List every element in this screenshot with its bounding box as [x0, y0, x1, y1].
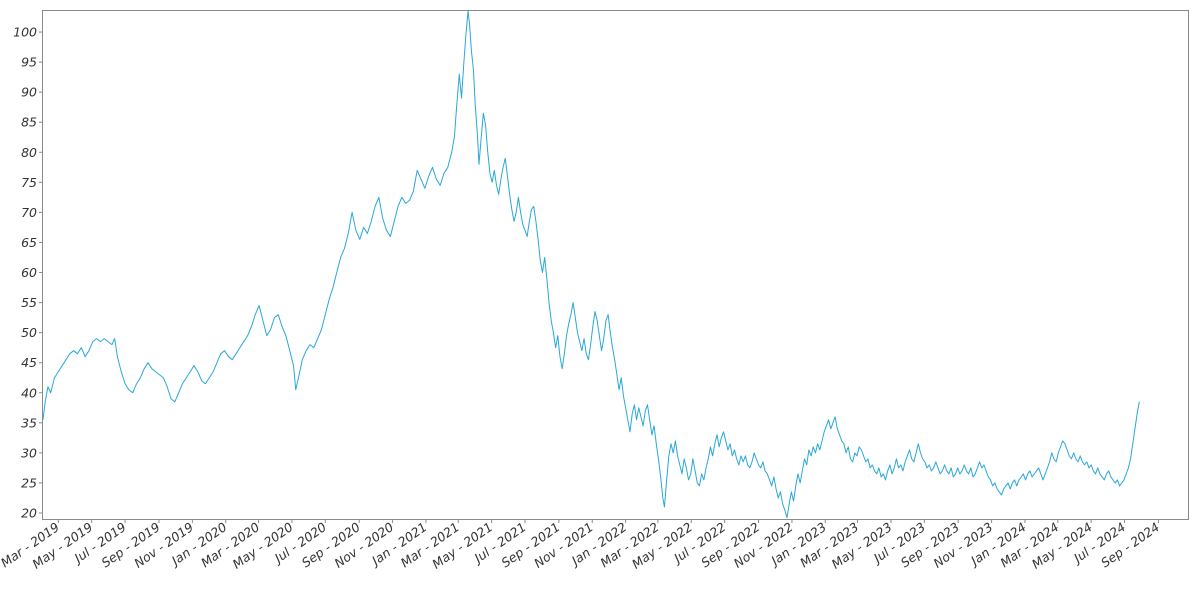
y-tick-label: 100 [13, 25, 37, 40]
y-tick-label: 75 [21, 175, 37, 190]
y-tick-label: 40 [21, 385, 37, 400]
y-tick-label: 50 [21, 325, 37, 340]
y-tick-label: 80 [21, 145, 37, 160]
y-tick-label: 85 [21, 115, 37, 130]
y-tick-label: 60 [21, 265, 37, 280]
y-tick-label: 20 [21, 505, 37, 520]
y-tick-label: 90 [21, 85, 37, 100]
y-tick-label: 30 [21, 445, 37, 460]
y-axis: 20 25 30 35 40 45 50 55 60 65 70 75 80 85 90 95 100 [13, 25, 43, 520]
y-tick-label: 70 [21, 205, 37, 220]
y-tick-label: 95 [21, 55, 37, 70]
plot-frame [42, 10, 1189, 520]
series-line [42, 10, 1140, 519]
y-tick-label: 45 [21, 355, 37, 370]
y-tick-label: 25 [21, 475, 37, 490]
y-tick-label: 65 [21, 235, 37, 250]
y-tick-label: 55 [21, 295, 37, 310]
y-tick-label: 35 [21, 415, 37, 430]
